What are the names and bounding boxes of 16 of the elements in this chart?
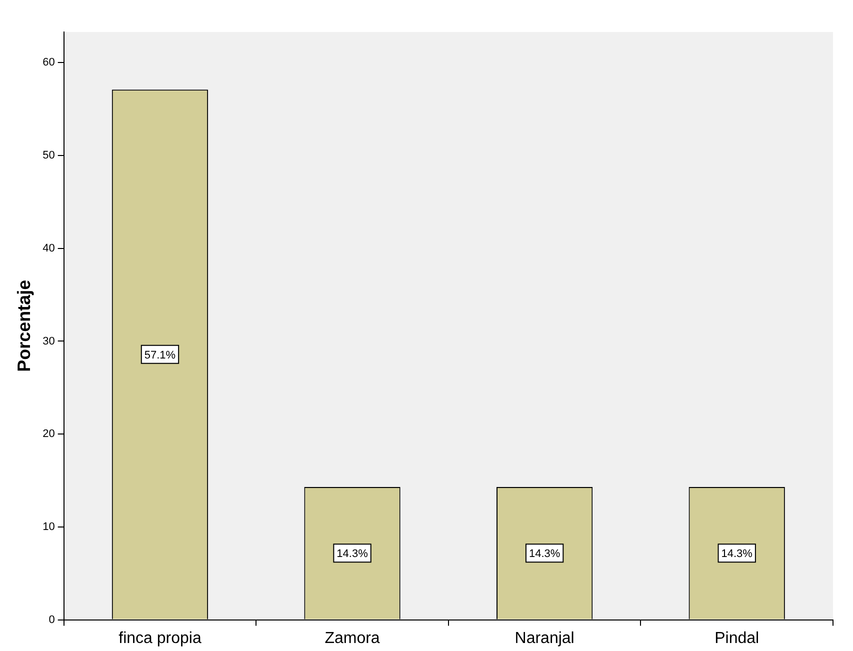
y-tick-label: 0 (48, 614, 55, 626)
data-label: 14.3% (721, 548, 753, 560)
x-tick-label: finca propia (118, 630, 202, 647)
y-tick-label: 40 (42, 242, 55, 254)
data-label: 57.1% (144, 349, 176, 362)
x-tick-label: Naranjal (514, 630, 574, 647)
y-tick-label: 50 (42, 150, 55, 162)
y-tick-label: 20 (42, 428, 55, 440)
data-label: 14.3% (336, 548, 368, 560)
y-tick-label: 10 (42, 520, 55, 533)
y-tick-label: 30 (42, 335, 55, 348)
data-label: 14.3% (528, 548, 560, 560)
y-tick-label: 60 (42, 56, 55, 69)
y-axis-title: Porcentaje (14, 280, 34, 372)
x-tick-label: Pindal (714, 630, 760, 647)
x-tick-label: Zamora (324, 630, 380, 647)
